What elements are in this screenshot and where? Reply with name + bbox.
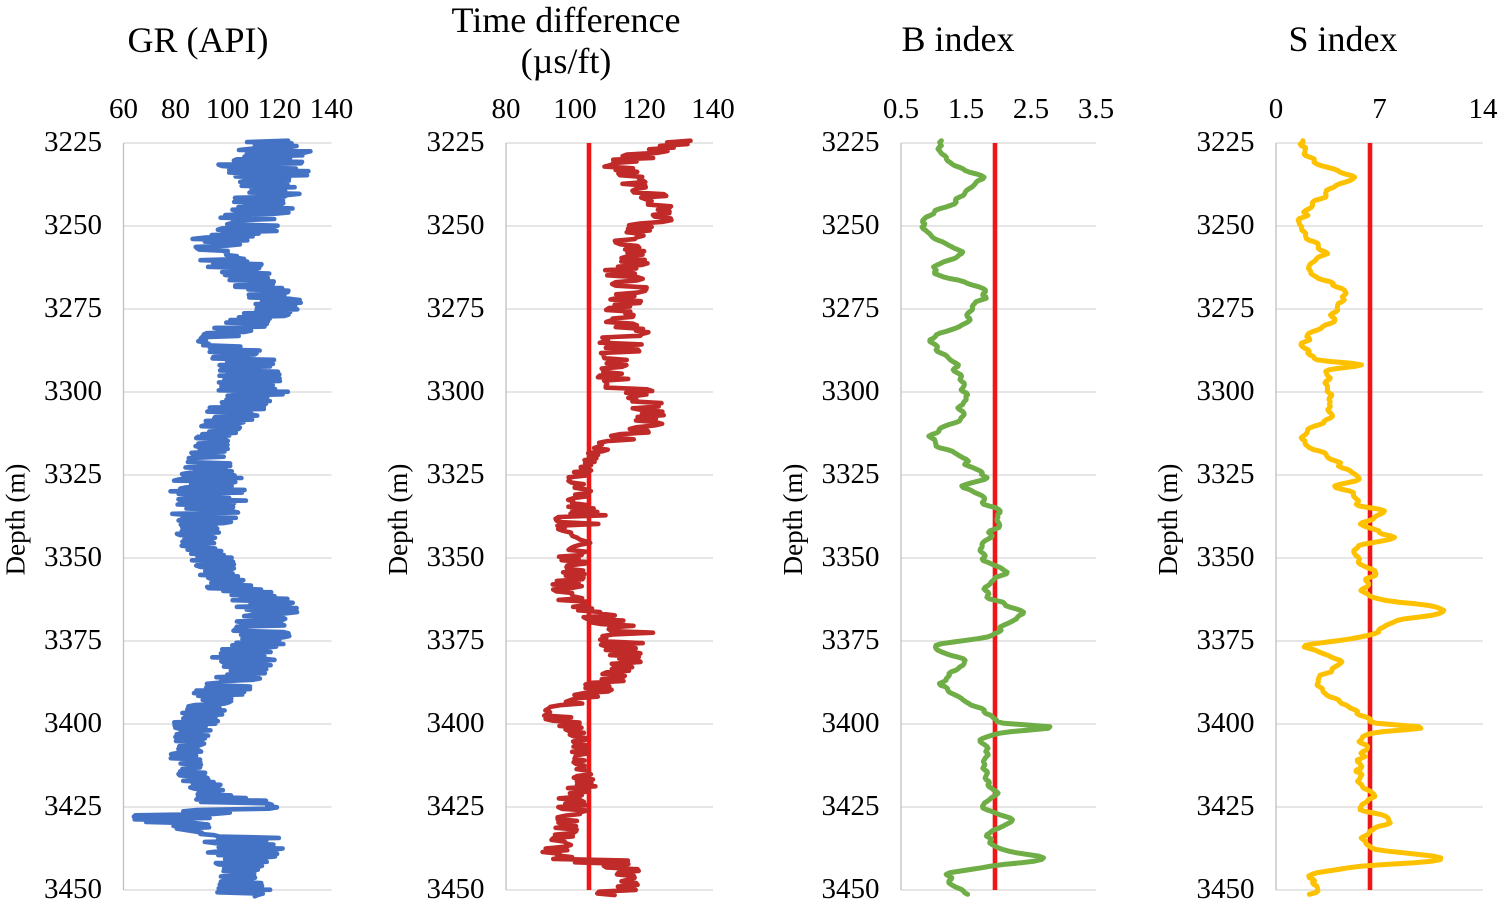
svg-text:3425: 3425 <box>427 790 485 822</box>
svg-text:140: 140 <box>310 93 354 125</box>
svg-text:3375: 3375 <box>822 624 880 656</box>
svg-text:3400: 3400 <box>427 707 485 739</box>
svg-text:80: 80 <box>161 93 190 125</box>
svg-text:3425: 3425 <box>822 790 880 822</box>
svg-text:100: 100 <box>553 93 597 125</box>
svg-text:3450: 3450 <box>44 873 102 905</box>
svg-text:3325: 3325 <box>44 458 102 490</box>
svg-text:1.5: 1.5 <box>948 93 984 125</box>
svg-text:3350: 3350 <box>427 541 485 573</box>
svg-text:0: 0 <box>1269 93 1284 125</box>
svg-text:Time difference: Time difference <box>452 0 681 40</box>
svg-text:3250: 3250 <box>1197 209 1255 241</box>
svg-text:80: 80 <box>492 93 521 125</box>
svg-text:3400: 3400 <box>822 707 880 739</box>
svg-text:7: 7 <box>1372 93 1387 125</box>
svg-text:3350: 3350 <box>1197 541 1255 573</box>
svg-text:3275: 3275 <box>1197 292 1255 324</box>
svg-text:Depth (m): Depth (m) <box>383 464 413 576</box>
svg-text:120: 120 <box>622 93 666 125</box>
svg-text:(µs/ft): (µs/ft) <box>521 41 612 81</box>
svg-text:3250: 3250 <box>822 209 880 241</box>
svg-text:3400: 3400 <box>44 707 102 739</box>
svg-text:Depth (m): Depth (m) <box>778 464 808 576</box>
svg-text:3275: 3275 <box>427 292 485 324</box>
svg-text:3450: 3450 <box>822 873 880 905</box>
svg-text:60: 60 <box>109 93 138 125</box>
svg-text:100: 100 <box>206 93 250 125</box>
svg-text:140: 140 <box>691 93 735 125</box>
svg-text:3425: 3425 <box>44 790 102 822</box>
svg-text:3375: 3375 <box>427 624 485 656</box>
svg-text:3300: 3300 <box>44 375 102 407</box>
svg-text:3325: 3325 <box>822 458 880 490</box>
svg-text:Depth (m): Depth (m) <box>0 464 30 576</box>
svg-text:3225: 3225 <box>427 126 485 158</box>
svg-text:S index: S index <box>1288 19 1397 59</box>
svg-text:Depth (m): Depth (m) <box>1153 464 1183 576</box>
svg-text:3325: 3325 <box>427 458 485 490</box>
svg-text:3425: 3425 <box>1197 790 1255 822</box>
svg-text:3450: 3450 <box>427 873 485 905</box>
svg-text:3275: 3275 <box>822 292 880 324</box>
svg-text:3300: 3300 <box>1197 375 1255 407</box>
svg-text:120: 120 <box>258 93 302 125</box>
svg-text:3350: 3350 <box>822 541 880 573</box>
svg-text:3225: 3225 <box>822 126 880 158</box>
svg-text:3225: 3225 <box>44 126 102 158</box>
svg-text:3350: 3350 <box>44 541 102 573</box>
svg-text:3225: 3225 <box>1197 126 1255 158</box>
svg-text:3375: 3375 <box>1197 624 1255 656</box>
svg-text:2.5: 2.5 <box>1013 93 1049 125</box>
svg-text:B index: B index <box>902 19 1015 59</box>
svg-text:3375: 3375 <box>44 624 102 656</box>
svg-text:0.5: 0.5 <box>883 93 919 125</box>
svg-text:3275: 3275 <box>44 292 102 324</box>
svg-text:3400: 3400 <box>1197 707 1255 739</box>
svg-text:3450: 3450 <box>1197 873 1255 905</box>
svg-text:3300: 3300 <box>427 375 485 407</box>
svg-text:14: 14 <box>1469 93 1499 125</box>
svg-text:GR (API): GR (API) <box>128 20 269 60</box>
svg-text:3250: 3250 <box>427 209 485 241</box>
svg-text:3300: 3300 <box>822 375 880 407</box>
svg-text:3.5: 3.5 <box>1078 93 1114 125</box>
svg-text:3325: 3325 <box>1197 458 1255 490</box>
svg-text:3250: 3250 <box>44 209 102 241</box>
